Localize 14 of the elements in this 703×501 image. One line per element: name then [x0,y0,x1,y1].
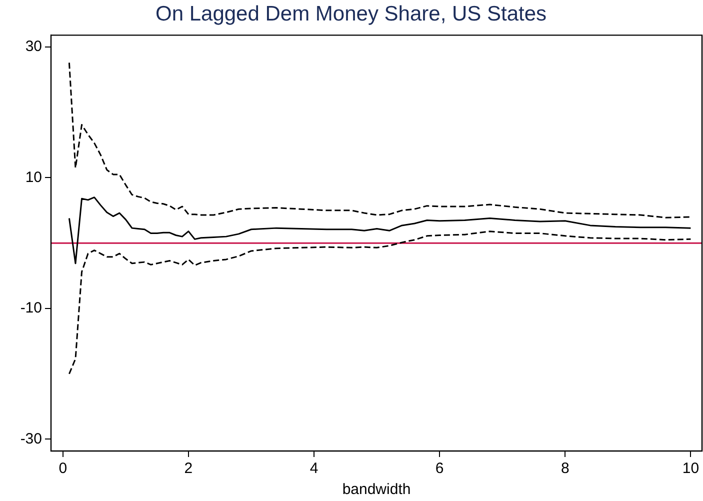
y-tick-label: -10 [20,300,42,317]
x-tick-label: 8 [560,460,570,478]
y-tick-label: -30 [20,430,42,448]
line-series [68,62,692,218]
y-tick-label: 10 [25,168,42,186]
y-tick-label: 30 [25,38,42,56]
x-tick-label: 6 [435,460,444,478]
x-tick-label: 0 [58,460,68,478]
chart-title: On Lagged Dem Money Share, US States [155,2,547,26]
line-series [68,230,692,375]
x-tick-label: 4 [310,460,318,478]
x-tick-label: 2 [184,460,193,478]
x-tick-label: 10 [682,460,700,478]
x-axis-title: bandwidth [342,481,411,498]
